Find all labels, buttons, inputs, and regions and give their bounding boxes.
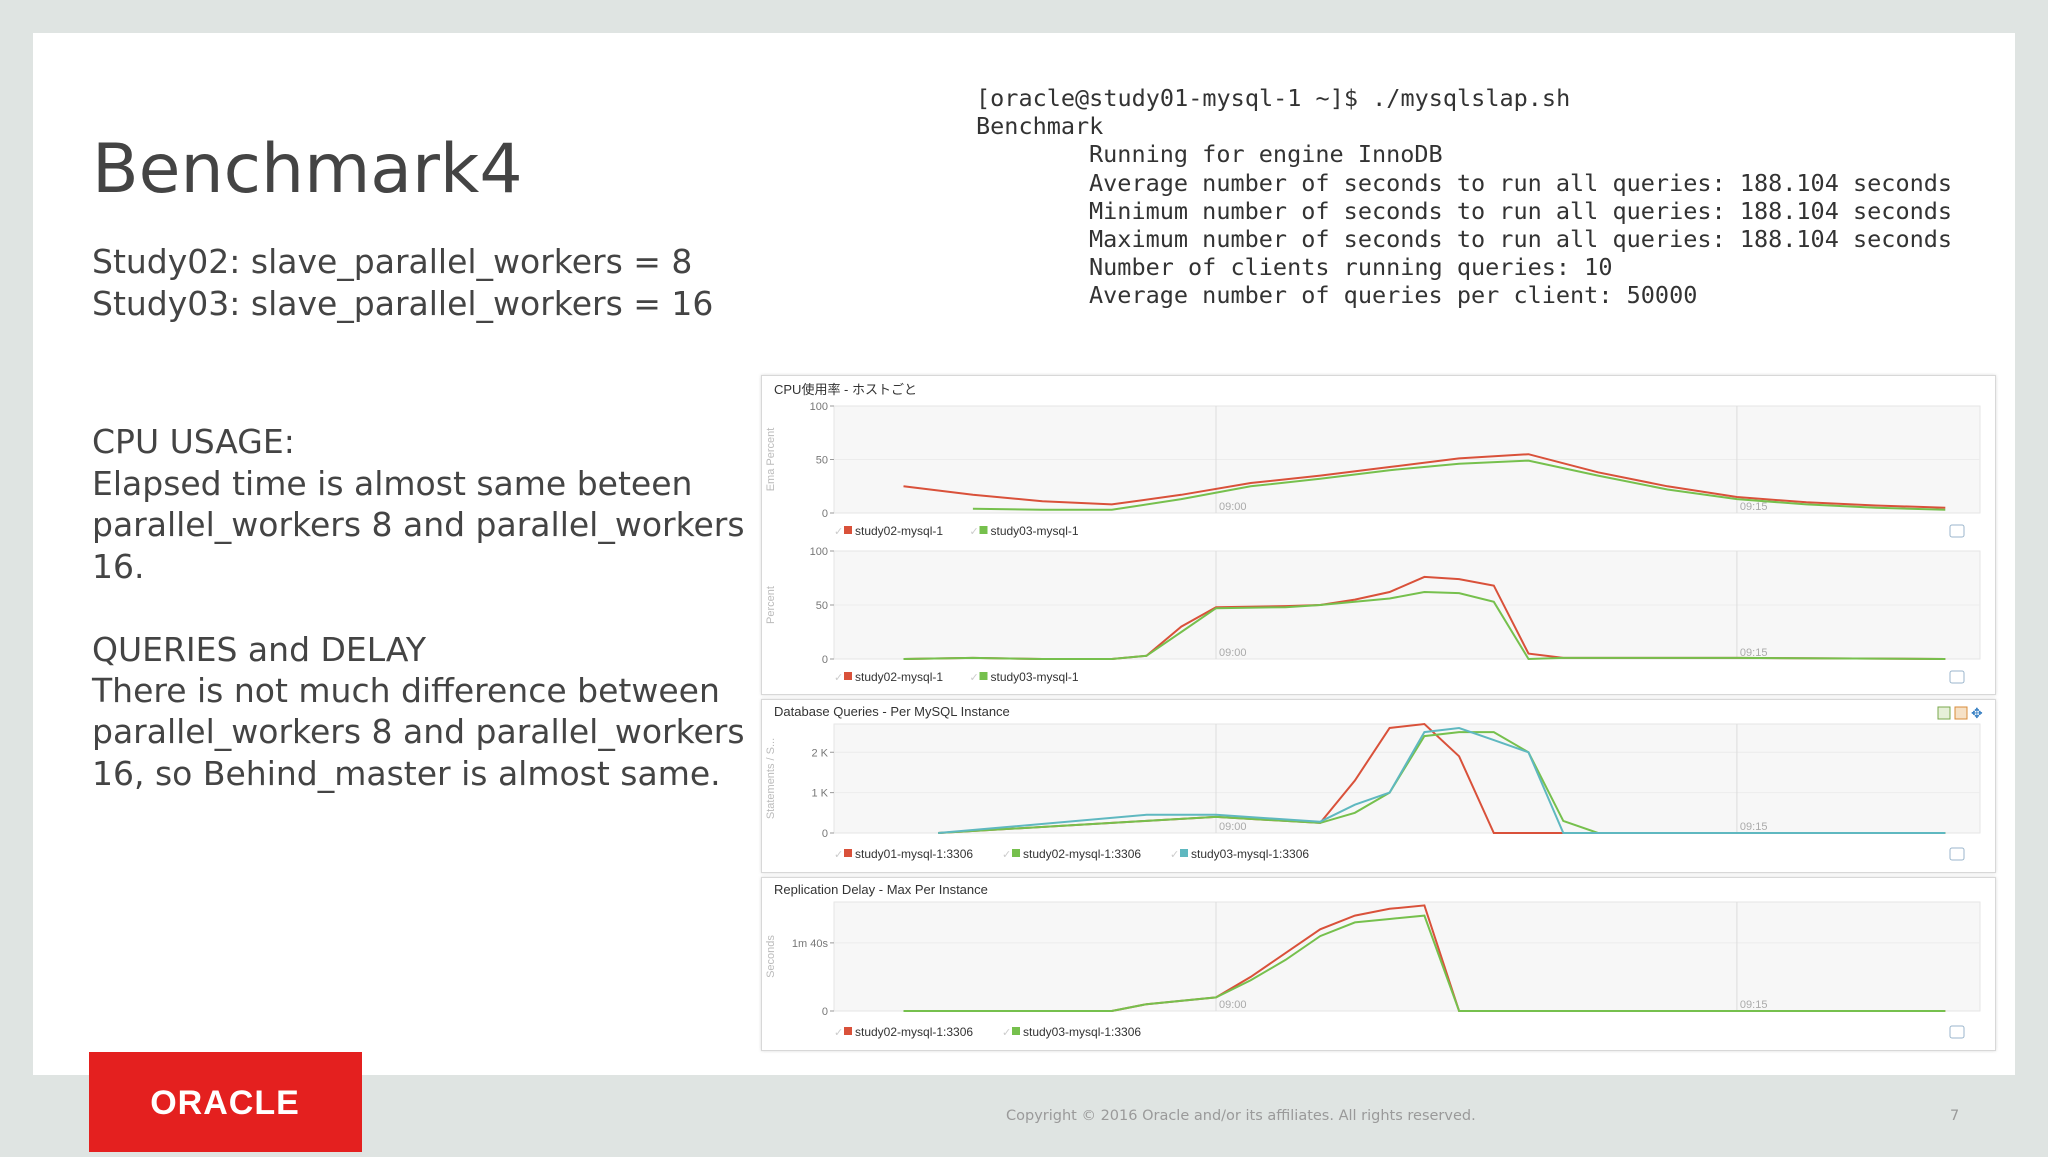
legend-swatch <box>844 1027 852 1035</box>
legend-swatch <box>979 526 988 534</box>
cpu-ema-chart: CPU使用率 - ホストごと Ema Percent 100 50 0 09:00 09:1… <box>765 382 1981 684</box>
cpu-usage-heading: CPU USAGE: <box>92 422 295 461</box>
legend-check-icon: ✓ <box>1170 849 1179 861</box>
legend-swatch <box>1012 1027 1020 1035</box>
legend-label: study03-mysql-1:3306 <box>1023 1025 1141 1039</box>
page-number: 7 <box>1950 1108 1960 1124</box>
slide-title: Benchmark4 <box>92 130 523 209</box>
config-line-study03: Study03: slave_parallel_workers = 16 <box>92 284 714 323</box>
y-axis-label: Seconds <box>765 935 777 978</box>
series-line <box>903 914 1946 1012</box>
legend-label: study03-mysql-1:3306 <box>1191 847 1309 861</box>
y-axis-label: Ema Percent <box>765 428 777 492</box>
queries-delay-line: There is not much difference between <box>92 671 720 710</box>
y-tick-label: 0 <box>822 828 828 840</box>
expand-icon <box>1949 524 1965 538</box>
series-line <box>903 453 1946 509</box>
y-tick-label: 50 <box>816 600 828 612</box>
legend-label: study02-mysql-1:3306 <box>855 1025 973 1039</box>
cpu-usage-line: parallel_workers 8 and parallel_workers <box>92 505 745 544</box>
expand-icon <box>1949 847 1965 861</box>
y-tick-label: 100 <box>810 546 828 558</box>
legend-check-icon: ✓ <box>834 849 843 861</box>
chart-title: Database Queries - Per MySQL Instance <box>774 704 1010 719</box>
legend-swatch <box>844 849 852 857</box>
y-tick-label: 100 <box>810 401 828 413</box>
legend-check-icon: ✓ <box>1002 1027 1011 1039</box>
terminal-line: Minimum number of seconds to run all que… <box>1089 196 1953 225</box>
cpu-usage-line: 16. <box>92 547 145 586</box>
legend-label: study02-mysql-1 <box>855 670 943 684</box>
legend-label: study01-mysql-1:3306 <box>855 847 973 861</box>
x-tick-label: 09:15 <box>1740 647 1768 659</box>
terminal-prompt: [oracle@study01-mysql-1 ~]$ ./mysqlslap.… <box>976 84 1571 112</box>
terminal-line: Number of clients running queries: 10 <box>1089 253 1613 282</box>
series-line <box>972 459 1946 511</box>
oracle-logo-text: ORACLE <box>150 1084 300 1122</box>
cpu-usage-panel: CPU使用率 - ホストごと Ema Percent 100 50 0 09:00 09:1… <box>761 375 1996 695</box>
y-tick-label: 1 K <box>811 788 828 800</box>
legend-check-icon: ✓ <box>834 672 843 684</box>
terminal-line: Average number of seconds to run all que… <box>1089 168 1953 197</box>
y-axis-label: Statements / S... <box>765 738 777 819</box>
legend-swatch <box>1180 849 1188 857</box>
plot-area <box>833 723 1981 834</box>
series-line <box>938 726 1946 834</box>
legend-swatch <box>844 672 852 680</box>
plot-area <box>833 901 1981 1012</box>
terminal-line: Average number of queries per client: 50… <box>1089 281 1698 310</box>
legend-check-icon: ✓ <box>834 526 843 538</box>
legend-swatch <box>1012 849 1020 857</box>
x-tick-label: 09:15 <box>1740 501 1768 513</box>
x-tick-label: 09:15 <box>1740 999 1768 1011</box>
queries-delay-heading: QUERIES and DELAY <box>92 630 427 669</box>
series-line <box>903 590 1946 661</box>
export-icon <box>1937 706 1951 720</box>
chart-icon <box>1954 706 1968 720</box>
terminal-header: Benchmark <box>976 112 1104 141</box>
legend-label: study03-mysql-1 <box>991 670 1079 684</box>
x-tick-label: 09:00 <box>1219 999 1247 1011</box>
chart-title: CPU使用率 - ホストごと <box>774 382 917 397</box>
copyright-text: Copyright © 2016 Oracle and/or its affil… <box>1006 1108 1476 1124</box>
x-tick-label: 09:15 <box>1740 821 1768 833</box>
y-tick-label: 50 <box>816 455 828 467</box>
x-tick-label: 09:00 <box>1219 821 1247 833</box>
legend-label: study02-mysql-1:3306 <box>1023 847 1141 861</box>
legend-check-icon: ✓ <box>1002 849 1011 861</box>
oracle-logo-mark: ORACLE <box>150 1084 300 1122</box>
legend-check-icon: ✓ <box>970 526 979 538</box>
legend-swatch <box>844 526 852 534</box>
oracle-logo: ORACLE <box>89 1052 362 1152</box>
x-tick-label: 09:00 <box>1219 647 1247 659</box>
chart-title: Replication Delay - Max Per Instance <box>774 882 988 897</box>
database-queries-chart: Database Queries - Per MySQL Instance Sta… <box>765 704 1983 861</box>
legend-swatch <box>979 672 988 680</box>
terminal-line: Maximum number of seconds to run all que… <box>1089 225 1953 254</box>
y-tick-label: 0 <box>822 508 828 520</box>
config-line-study02: Study02: slave_parallel_workers = 8 <box>92 242 693 281</box>
terminal-output: [oracle@study01-mysql-1 ~]$ ./mysqlslap.… <box>976 84 1952 310</box>
terminal-line: Running for engine InnoDB <box>1089 140 1443 169</box>
database-queries-panel: Database Queries - Per MySQL Instance Sta… <box>761 699 1996 873</box>
y-tick-label: 0 <box>822 1006 828 1018</box>
y-tick-label: 0 <box>822 654 828 666</box>
expand-icon <box>1949 670 1965 684</box>
replication-delay-chart: Replication Delay - Max Per Instance Seco… <box>765 882 1981 1039</box>
x-tick-label: 09:00 <box>1219 501 1247 513</box>
legend-label: study03-mysql-1 <box>991 524 1079 538</box>
replication-delay-panel: Replication Delay - Max Per Instance Seco… <box>761 877 1996 1051</box>
y-tick-label: 1m 40s <box>792 938 829 950</box>
y-axis-label: Percent <box>765 586 777 624</box>
y-tick-label: 2 K <box>811 747 828 759</box>
legend-check-icon: ✓ <box>834 1027 843 1039</box>
expand-icon <box>1949 1025 1965 1039</box>
series-line <box>938 731 1946 834</box>
legend-check-icon: ✓ <box>970 672 979 684</box>
legend-label: study02-mysql-1 <box>855 524 943 538</box>
move-icon: ✥ <box>1971 705 1983 721</box>
queries-delay-line: parallel_workers 8 and parallel_workers <box>92 712 745 751</box>
queries-delay-line: 16, so Behind_master is almost same. <box>92 754 721 793</box>
cpu-usage-line: Elapsed time is almost same beteen <box>92 464 693 503</box>
